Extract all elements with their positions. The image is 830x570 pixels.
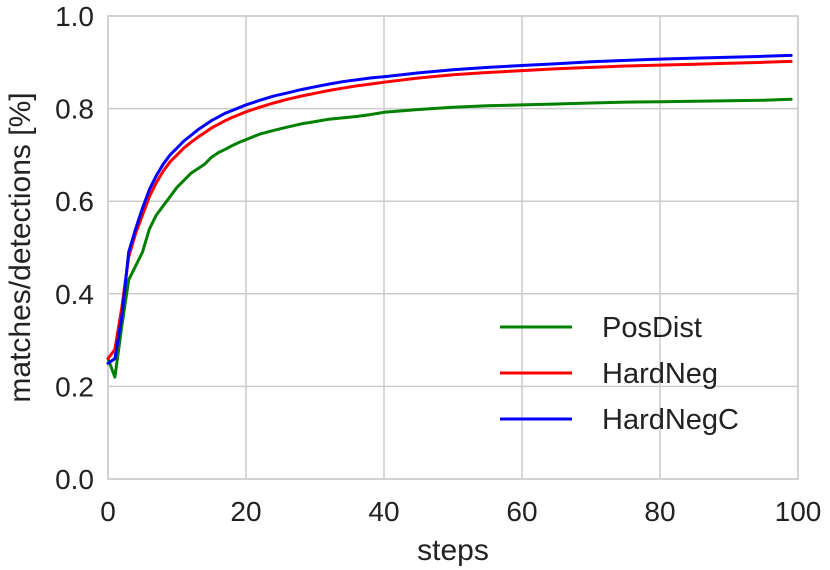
y-tick-label: 0.6	[55, 186, 94, 217]
x-tick-label: 0	[100, 496, 116, 527]
series-lines	[106, 53, 793, 379]
legend-label-posdist: PosDist	[602, 312, 702, 344]
plot-frame	[107, 15, 799, 480]
legend-label-hardneg: HardNeg	[602, 358, 718, 390]
x-tick-label: 20	[230, 496, 261, 527]
x-tick-label: 80	[644, 496, 675, 527]
tick-labels: 0 20 40 60 80 100 0.0 0.2 0.4 0.6 0.8 1.0	[55, 1, 821, 527]
x-tick-label: 100	[775, 496, 822, 527]
y-tick-label: 0.2	[55, 371, 94, 402]
series-line-hardneg	[106, 59, 793, 361]
series-line-posdist	[106, 97, 793, 379]
y-axis-label: matches/detections [%]	[4, 92, 37, 402]
y-tick-label: 0.8	[55, 94, 94, 125]
x-tick-label: 60	[506, 496, 537, 527]
y-tick-label: 0.4	[55, 279, 94, 310]
y-tick-label: 1.0	[55, 1, 94, 32]
series-line-hardnegc	[106, 53, 793, 365]
legend: PosDist HardNeg HardNegC	[500, 312, 739, 436]
legend-label-hardnegc: HardNegC	[602, 404, 739, 436]
y-tick-label: 0.0	[55, 464, 94, 495]
x-axis-label: steps	[417, 534, 489, 567]
x-tick-label: 40	[368, 496, 399, 527]
